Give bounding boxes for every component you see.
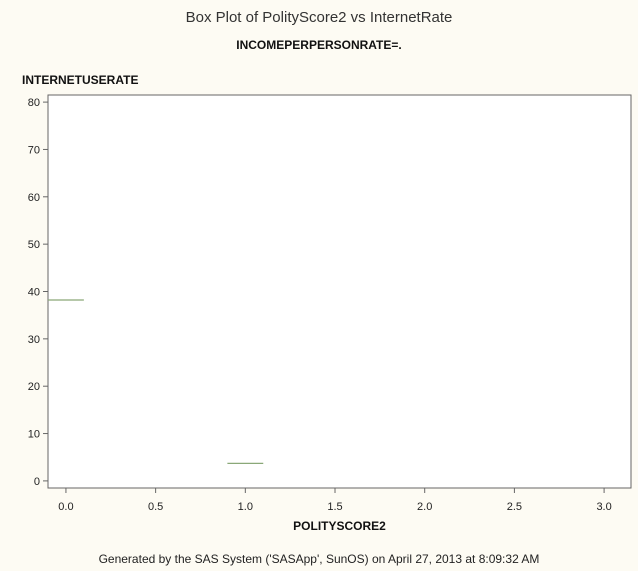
x-tick-label: 0.0 <box>58 501 73 513</box>
x-tick-label: 3.0 <box>596 501 611 513</box>
x-tick-label: 1.5 <box>327 501 342 513</box>
y-tick-label: 50 <box>28 239 40 251</box>
y-tick-label: 60 <box>28 192 40 204</box>
y-tick-label: 30 <box>28 334 40 346</box>
chart-title: Box Plot of PolityScore2 vs InternetRate <box>185 9 453 26</box>
y-axis: 0 10 20 30 40 50 60 70 80 <box>28 97 48 488</box>
box-plot-chart: INTERNETUSERATE 0 10 20 30 40 50 60 70 80 0.0 0.5… <box>22 73 632 533</box>
x-tick-label: 2.5 <box>507 501 522 513</box>
y-axis-label: INTERNETUSERATE <box>22 73 138 87</box>
x-tick-label: 1.0 <box>238 501 253 513</box>
y-tick-label: 70 <box>28 144 40 156</box>
chart-subtitle: INCOMEPERPERSONRATE=. <box>236 38 402 52</box>
y-tick-label: 0 <box>34 476 40 488</box>
x-tick-label: 2.0 <box>417 501 432 513</box>
box-marks <box>48 299 264 464</box>
y-tick-label: 40 <box>28 287 40 299</box>
y-tick-label: 10 <box>28 429 40 441</box>
y-tick-label: 80 <box>28 97 40 109</box>
x-axis-label: POLITYSCORE2 <box>293 519 386 533</box>
x-tick-label: 0.5 <box>148 501 163 513</box>
x-axis: 0.0 0.5 1.0 1.5 2.0 2.5 3.0 <box>58 488 612 513</box>
y-tick-label: 20 <box>28 381 40 393</box>
plot-area <box>47 94 632 489</box>
footer-note: Generated by the SAS System ('SASApp', S… <box>98 552 540 566</box>
